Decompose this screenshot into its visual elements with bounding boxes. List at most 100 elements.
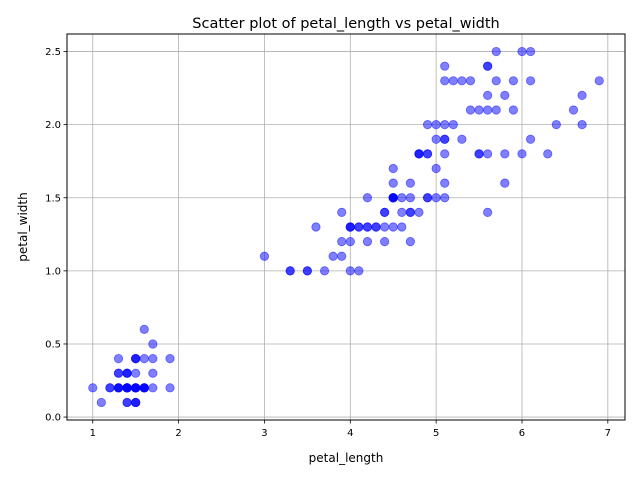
x-axis-ticks: 1 2 3 4 5 6 7 — [90, 420, 611, 439]
data-point — [388, 222, 398, 232]
data-point — [113, 368, 124, 378]
data-point — [525, 134, 536, 144]
data-point — [131, 383, 141, 393]
data-point — [337, 207, 347, 217]
data-point — [148, 368, 158, 378]
data-point — [422, 120, 433, 130]
data-point — [491, 46, 501, 57]
data-point — [483, 207, 493, 217]
data-point — [397, 222, 407, 232]
data-point — [525, 76, 536, 86]
data-point — [354, 266, 364, 276]
plot-frame — [66, 33, 626, 421]
data-point — [500, 90, 510, 101]
data-point — [88, 383, 98, 393]
data-point — [139, 353, 149, 364]
data-point — [405, 178, 415, 188]
data-point — [431, 134, 441, 144]
data-point — [414, 207, 424, 217]
data-point — [457, 134, 467, 144]
data-point — [525, 46, 536, 57]
y-tick-label: 2.5 — [45, 47, 61, 58]
data-point — [362, 222, 373, 232]
data-point — [139, 324, 149, 334]
data-point — [440, 120, 450, 130]
data-point — [131, 368, 141, 378]
data-point — [577, 90, 587, 101]
data-point — [457, 76, 467, 86]
x-tick-label: 2 — [175, 428, 181, 439]
data-point — [259, 251, 270, 261]
data-point — [422, 149, 433, 159]
data-point — [388, 193, 398, 203]
data-point — [431, 163, 441, 174]
data-point — [474, 149, 484, 159]
data-point — [362, 237, 373, 247]
data-point — [345, 222, 355, 232]
data-point — [122, 397, 132, 408]
y-tick-label: 0.0 — [45, 413, 61, 424]
data-point — [397, 193, 407, 203]
data-point — [577, 120, 587, 130]
data-point — [380, 207, 390, 217]
data-point — [440, 178, 450, 188]
data-point — [354, 222, 364, 232]
data-point — [337, 251, 347, 261]
data-point — [483, 105, 493, 115]
x-tick-label: 4 — [347, 428, 353, 439]
y-tick-label: 2.0 — [45, 120, 61, 131]
data-point — [328, 251, 338, 261]
chart-title: Scatter plot of petal_length vs petal_wi… — [192, 16, 499, 32]
data-point — [483, 61, 493, 71]
data-point — [148, 383, 158, 393]
data-point — [474, 105, 484, 115]
y-tick-label: 1.0 — [45, 266, 61, 277]
data-point — [483, 90, 493, 101]
data-point — [165, 383, 175, 393]
data-point — [594, 76, 604, 86]
y-tick-label: 0.5 — [45, 339, 61, 350]
data-point — [508, 76, 519, 86]
data-point — [414, 149, 424, 159]
data-point — [500, 178, 510, 188]
y-axis-label: petal_width — [16, 192, 30, 261]
data-point — [113, 353, 124, 364]
y-axis-ticks: 0.0 0.5 1.0 1.5 2.0 2.5 — [45, 47, 67, 424]
data-point — [500, 149, 510, 159]
data-point — [440, 61, 450, 71]
data-point — [422, 193, 433, 203]
x-tick-label: 3 — [261, 428, 267, 439]
data-point — [431, 120, 441, 130]
data-point — [122, 368, 132, 378]
data-point — [568, 105, 579, 115]
data-point — [440, 149, 450, 159]
data-point — [148, 353, 158, 364]
data-point — [371, 222, 381, 232]
data-point — [345, 266, 355, 276]
data-point — [131, 353, 141, 364]
data-point — [465, 76, 476, 86]
data-points — [88, 46, 604, 408]
data-point — [380, 237, 390, 247]
data-point — [508, 105, 519, 115]
data-point — [491, 105, 501, 115]
data-point — [388, 163, 398, 174]
data-point — [148, 339, 158, 349]
data-point — [122, 383, 132, 393]
data-point — [440, 134, 450, 144]
data-point — [337, 237, 347, 247]
data-point — [285, 266, 295, 276]
data-point — [397, 207, 407, 217]
x-axis-label: petal_length — [309, 451, 384, 465]
data-point — [302, 266, 312, 276]
data-point — [96, 397, 106, 408]
data-point — [448, 76, 458, 86]
data-point — [465, 105, 476, 115]
data-point — [131, 397, 141, 408]
data-point — [517, 46, 527, 57]
x-tick-label: 6 — [519, 428, 525, 439]
data-point — [551, 120, 561, 130]
data-point — [380, 222, 390, 232]
data-point — [405, 193, 415, 203]
